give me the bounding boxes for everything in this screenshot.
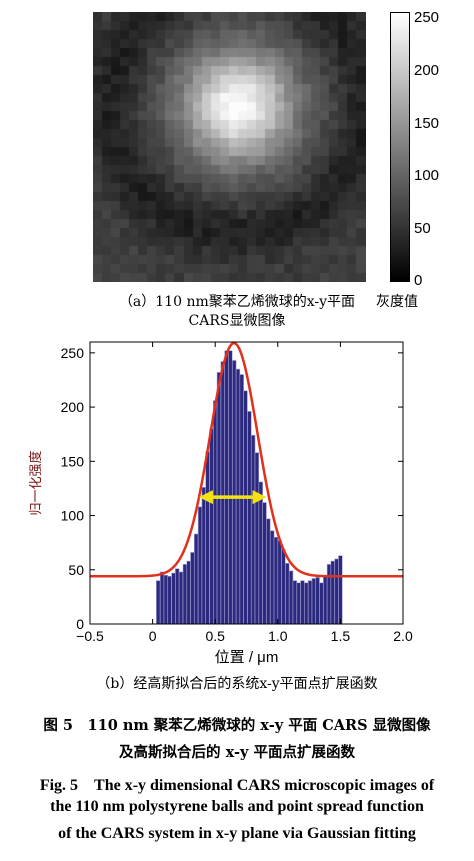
colorbar-tick: 150 — [414, 115, 440, 132]
histogram-bar — [228, 350, 233, 625]
histogram-bar — [243, 390, 248, 625]
histogram-bar — [156, 580, 161, 625]
histogram-bar — [193, 533, 199, 625]
histogram-bar — [205, 451, 210, 625]
histogram-bar — [330, 560, 335, 625]
histogram-bar — [178, 571, 184, 625]
figure-caption-en-line3: of the CARS system in x-y plane via Gaus… — [58, 825, 416, 842]
y-tick-label: 150 — [61, 453, 85, 469]
histogram-bar — [254, 452, 260, 625]
y-tick-label: 0 — [76, 616, 84, 632]
colorbar-tick: 0 — [414, 272, 423, 289]
x-tick-label: 1.0 — [268, 628, 288, 644]
histogram-bar — [300, 580, 305, 625]
histogram-bar — [288, 570, 294, 625]
fwhm-arrow — [198, 490, 267, 505]
histogram-bar — [323, 575, 328, 625]
histogram-bar — [269, 530, 275, 625]
histogram-bar — [258, 481, 263, 625]
histogram-bar — [334, 558, 339, 625]
fwhm-arrowhead-right — [252, 490, 267, 505]
histogram-bar — [319, 582, 324, 625]
bars-group — [156, 350, 343, 625]
histogram-bar — [190, 552, 195, 625]
histogram-bar — [338, 555, 343, 625]
histogram-bar — [247, 411, 252, 625]
x-tick-label: 1.5 — [331, 628, 351, 644]
histogram-bar — [232, 360, 237, 625]
plot-frame — [89, 341, 404, 625]
caption-a-line1: （a）110 nm聚苯乙烯微球的x-y平面 — [118, 294, 356, 310]
histogram-bar — [159, 571, 165, 625]
histogram-bar — [296, 582, 301, 625]
x-ticks: −0.5 0 0.5 1.0 1.5 2.0 — [76, 342, 413, 644]
cars-microscopy-image — [93, 12, 366, 282]
histogram-bar — [213, 400, 218, 625]
x-tick-label: −0.5 — [76, 628, 104, 644]
histogram-bar — [273, 536, 279, 625]
colorbar-tick: 50 — [414, 220, 431, 237]
histogram-bar — [239, 374, 244, 625]
histogram-bar — [186, 560, 191, 625]
histogram-bar — [285, 562, 290, 625]
histogram-bar — [224, 350, 229, 625]
gaussian-fit-curve — [90, 341, 403, 578]
histogram-bar — [281, 548, 286, 625]
y-tick-label: 50 — [68, 562, 84, 578]
colorbar-tick: 250 — [414, 9, 440, 26]
histogram-bar — [163, 574, 169, 625]
y-axis-label: 归一化强度 — [28, 450, 44, 515]
y-tick-label: 250 — [61, 345, 85, 361]
caption-b: （b）经高斯拟合后的系统x-y平面点扩展函数 — [96, 676, 378, 692]
histogram-bar — [167, 575, 172, 625]
fwhm-arrowhead-left — [198, 490, 213, 505]
histogram-bar — [201, 487, 207, 625]
histogram-bar — [315, 577, 320, 625]
histogram-bar — [266, 518, 271, 625]
y-ticks: 0 50 100 150 200 250 — [61, 345, 403, 632]
histogram-bar — [311, 578, 317, 625]
colorbar-label: 灰度值 — [376, 294, 418, 310]
histogram-bar — [197, 506, 203, 625]
histogram-bar — [304, 582, 309, 625]
panel-a: 250 200 150 100 50 0 灰度值 （a）110 nm聚苯乙烯微球… — [0, 0, 474, 340]
y-tick-label: 200 — [61, 399, 85, 415]
x-tick-label: 0 — [149, 628, 157, 644]
histogram-bar — [171, 572, 176, 625]
colorbar-tick: 200 — [414, 62, 440, 79]
histogram-bar — [277, 540, 282, 625]
histogram-bar — [175, 568, 180, 625]
histogram-bar — [292, 580, 298, 625]
histogram-bar — [209, 428, 214, 625]
x-tick-label: 0.5 — [205, 628, 225, 644]
x-axis-label: 位置 / μm — [215, 649, 279, 666]
figure-caption-cn-line1: 图 5 110 nm 聚苯乙烯微球的 x-y 平面 CARS 显微图像 — [43, 717, 431, 734]
y-tick-label: 100 — [61, 508, 85, 524]
figure-caption-en-line1: Fig. 5 The x-y dimensional CARS microsco… — [39, 777, 435, 794]
histogram-bar — [262, 502, 267, 625]
histogram-bar — [250, 434, 256, 625]
histogram-bar — [326, 564, 332, 625]
histogram-bar — [220, 361, 226, 625]
colorbar-tick: 100 — [414, 167, 440, 184]
colorbar — [390, 12, 410, 282]
figure-caption-cn-line2: 及高斯拟合后的 x-y 平面点扩展函数 — [119, 744, 355, 761]
caption-a-line2: CARS显微图像 — [188, 313, 286, 329]
x-tick-label: 2.0 — [393, 628, 413, 644]
figure-caption-en-line2: the 110 nm polystyrene balls and point s… — [50, 798, 424, 815]
histogram-bar — [182, 564, 188, 625]
histogram-bar — [307, 580, 313, 625]
